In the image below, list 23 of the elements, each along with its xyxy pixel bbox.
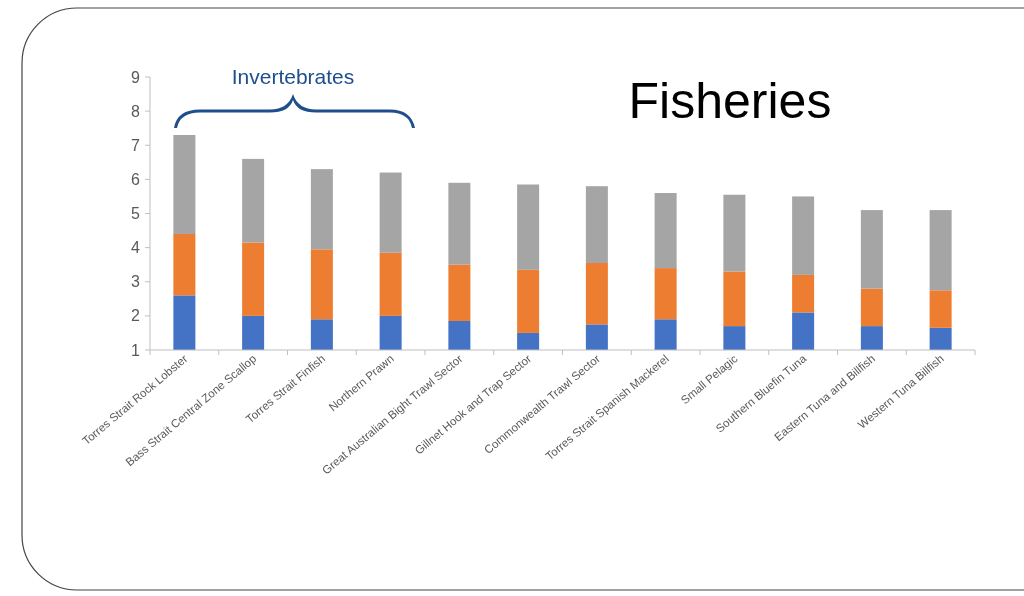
bar <box>654 193 677 269</box>
y-tick-label: 4 <box>131 239 141 257</box>
bar <box>723 194 746 272</box>
bar <box>929 210 952 291</box>
bar <box>860 210 883 289</box>
y-tick-label: 9 <box>131 68 141 86</box>
bar <box>448 182 471 265</box>
bar <box>792 196 815 275</box>
y-tick-label: 5 <box>131 205 141 223</box>
y-tick-label: 7 <box>131 136 141 154</box>
bar <box>585 186 608 263</box>
y-tick-label: 8 <box>131 102 141 120</box>
bar <box>173 135 196 234</box>
annotation: Invertebrates <box>231 65 355 88</box>
chart-title: Fisheries <box>628 73 832 129</box>
bar <box>242 158 265 243</box>
bar <box>310 169 333 250</box>
y-tick-label: 2 <box>131 307 141 325</box>
bar <box>517 184 540 270</box>
y-tick-label: 6 <box>131 170 141 188</box>
y-tick-label: 3 <box>131 273 141 291</box>
bar <box>379 172 402 253</box>
y-tick-label: 1 <box>131 341 141 359</box>
